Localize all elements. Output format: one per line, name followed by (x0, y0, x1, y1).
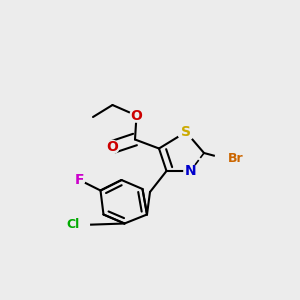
Text: Cl: Cl (66, 218, 80, 232)
Circle shape (215, 148, 238, 170)
Text: O: O (130, 109, 142, 122)
Circle shape (73, 217, 89, 233)
Text: N: N (185, 164, 196, 178)
Text: F: F (75, 173, 84, 187)
Circle shape (178, 124, 194, 140)
Circle shape (130, 109, 143, 122)
Text: Br: Br (228, 152, 244, 166)
Circle shape (106, 140, 119, 154)
Text: S: S (181, 125, 191, 139)
Circle shape (184, 164, 197, 178)
Text: O: O (106, 140, 119, 154)
Circle shape (74, 175, 85, 185)
